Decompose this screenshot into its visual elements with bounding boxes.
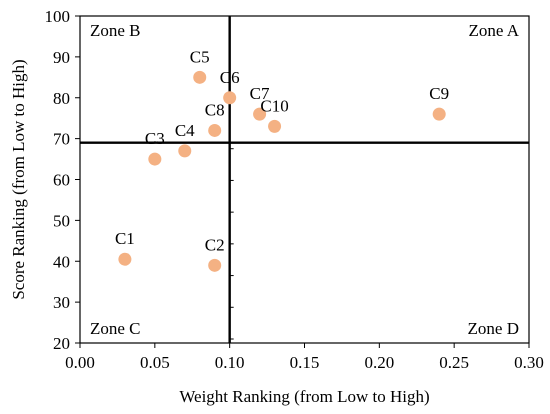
quadrant-dividers [80, 16, 529, 343]
data-point [178, 144, 192, 158]
y-tick-label: 60 [53, 171, 70, 190]
y-tick-label: 90 [53, 48, 70, 67]
zone-label: Zone D [468, 319, 519, 338]
data-point [118, 252, 132, 266]
data-point-label: C4 [175, 121, 195, 140]
y-tick-label: 50 [53, 211, 70, 230]
zone-labels: Zone A Zone B Zone C Zone D [90, 21, 520, 338]
data-point-label: C10 [260, 96, 288, 115]
data-point-label: C1 [115, 229, 135, 248]
zone-label: Zone B [90, 21, 141, 40]
y-tick-label: 30 [53, 293, 70, 312]
x-axis-title: Weight Ranking (from Low to High) [179, 387, 429, 406]
y-tick-label: 80 [53, 89, 70, 108]
x-tick-label: 0.25 [439, 353, 469, 372]
axis-ticks: 0.00 0.05 0.10 0.15 0.20 0.25 0.30 20 30 40 50 60 70… [45, 7, 544, 372]
x-tick-label: 0.10 [215, 353, 245, 372]
y-tick-label: 20 [53, 334, 70, 353]
zone-label: Zone A [468, 21, 519, 40]
y-tick-label: 70 [53, 130, 70, 149]
y-tick-label: 100 [45, 7, 71, 26]
data-point-label: C7 [250, 84, 270, 103]
data-points: C1 C2 C3 C4 C5 C6 C7 C8 C9 C10 [115, 47, 449, 272]
data-point [432, 107, 446, 121]
data-point-label: C3 [145, 129, 165, 148]
data-point-label: C8 [205, 100, 225, 119]
data-point [268, 119, 282, 133]
plot-area-frame [79, 15, 530, 344]
data-point-label: C2 [205, 235, 225, 254]
data-point [208, 258, 222, 272]
data-point [193, 70, 207, 84]
data-point [223, 91, 237, 105]
data-point [148, 152, 162, 166]
x-tick-label: 0.05 [140, 353, 170, 372]
zone-label: Zone C [90, 319, 141, 338]
data-point-label: C6 [220, 68, 240, 87]
data-point-label: C5 [190, 47, 210, 66]
x-tick-label: 0.00 [65, 353, 95, 372]
data-point-label: C9 [429, 84, 449, 103]
x-tick-label: 0.30 [514, 353, 544, 372]
data-point [253, 107, 267, 121]
x-tick-label: 0.15 [290, 353, 320, 372]
x-tick-label: 0.20 [364, 353, 394, 372]
data-point [208, 123, 222, 137]
y-tick-label: 40 [53, 252, 70, 271]
y-axis-title: Score Ranking (from Low to High) [9, 59, 28, 299]
